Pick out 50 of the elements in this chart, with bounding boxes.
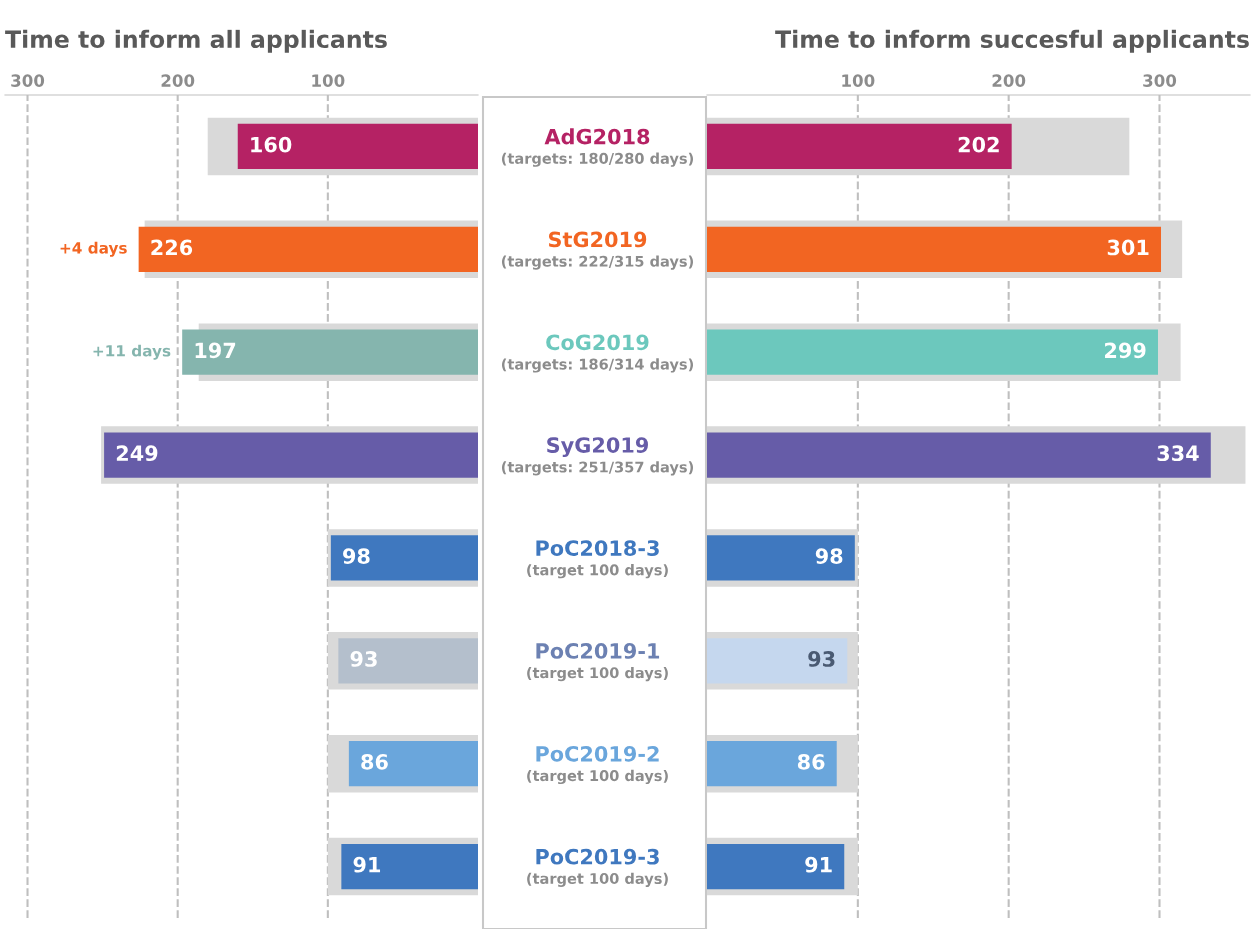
data-label: 202 [958,136,999,153]
bar [237,123,478,170]
bar [707,843,845,890]
data-label: 301 [1107,239,1149,256]
x-tick-label: 200 [992,74,1026,87]
bar [182,329,478,375]
y-tick-label: CoG2019 (targets: 186/314 days) [502,334,694,373]
data-label: 226 [151,239,193,256]
chart-title: Time to inform all applicants [5,29,387,53]
y-tick-label: PoC2018-3 (target 100 days) [527,540,668,579]
bar [138,226,478,272]
data-label: 91 [353,856,381,873]
y-tick-label: StG2019 (targets: 222/315 days) [502,231,694,270]
bar [338,638,478,684]
x-tick-label: 200 [161,74,195,87]
data-label: 91 [805,856,832,873]
data-label: 86 [797,753,825,770]
data-label: 334 [1157,445,1199,462]
bar [707,432,1211,478]
data-label: 86 [361,753,388,770]
data-label: 160 [251,136,292,153]
data-label: 98 [343,548,370,564]
data-label: 98 [815,548,843,564]
data-label: 93 [808,651,835,667]
annotation: +4 days [60,241,127,257]
y-tick-label: SyG2019 (targets: 251/357 days) [502,437,694,476]
bar [707,226,1162,272]
chart-title: Time to inform succesful applicants [775,29,1249,53]
y-tick-label: PoC2019-1 (target 100 days) [527,643,668,682]
annotation: +11 days [93,344,171,360]
bar [707,123,1012,170]
x-tick-label: 300 [1143,74,1177,87]
bar [707,638,848,684]
x-tick-label: 300 [11,74,45,87]
y-tick-label: PoC2019-2 (target 100 days) [527,745,668,785]
x-tick-label: 100 [312,74,345,87]
x-tick-label: 100 [842,74,875,87]
bar [348,741,478,787]
bar [330,535,478,581]
bar [104,432,478,478]
data-label: 197 [195,342,236,359]
y-tick-label: PoC2019-3 (target 100 days) [527,848,668,887]
bar [707,329,1158,375]
data-label: 93 [350,651,377,667]
data-label: 249 [116,445,158,462]
y-tick-label: AdG2018 (targets: 180/280 days) [502,128,694,167]
data-label: 299 [1105,342,1146,359]
bar [341,843,478,890]
bar [707,741,837,787]
bar [707,535,855,581]
